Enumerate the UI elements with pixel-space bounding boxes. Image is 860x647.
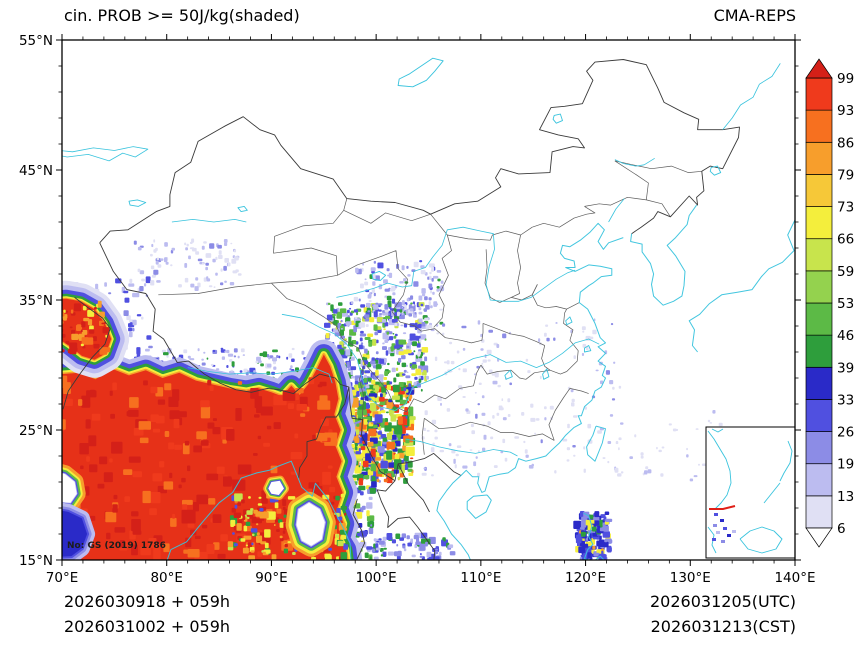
chart-title: cin. PROB >= 50J/kg(shaded)	[64, 6, 300, 25]
colorbar-level-label: 73	[837, 200, 854, 216]
speckle-taklamakan-south	[133, 238, 242, 292]
x-tick-label: 80°E	[150, 570, 182, 586]
x-tick-label: 70°E	[46, 570, 78, 586]
x-tick-label: 100°E	[356, 570, 397, 586]
x-tick-label: 140°E	[774, 570, 815, 586]
colorbar-level-label: 79	[837, 167, 854, 183]
colorbar-level-label: 19	[837, 457, 854, 473]
y-tick-label: 45°N	[19, 163, 53, 179]
footer-init-time-cst: 2026031002 + 059h	[64, 617, 231, 636]
coastlines-rivers-lakes	[62, 57, 795, 560]
colorbar-level-label: 59	[837, 264, 854, 280]
footer-valid-time-utc: 2026031205(UTC)	[650, 592, 796, 611]
colorbar-level-label: 86	[837, 135, 854, 151]
south-china-sea-inset	[705, 426, 795, 559]
x-tick-label: 90°E	[255, 570, 287, 586]
speckle-pamir-blob-texture	[62, 300, 111, 355]
colorbar-under-arrow	[805, 527, 833, 548]
y-tick-label: 25°N	[19, 423, 53, 439]
x-tick-label: 110°E	[460, 570, 501, 586]
colorbar-level-label: 46	[837, 328, 854, 344]
map-license-note: No: GS (2019) 1786	[67, 541, 166, 551]
axes-ticks	[56, 34, 801, 566]
colorbar-level-label: 53	[837, 296, 854, 312]
colorbar-level-label: 33	[837, 392, 854, 408]
speckle-east-tibet	[324, 300, 429, 393]
axes-tick-labels: 70°E 80°E 90°E 100°E 110°E 120°E 130°E 140°E 15°…	[19, 33, 816, 586]
admin-boundaries	[62, 59, 740, 560]
colorbar-level-label: 66	[837, 232, 854, 248]
x-tick-label: 130°E	[670, 570, 711, 586]
colorbar: 6 13 19 26 33 39 46 53 59 66 73 79 86 93 99	[805, 58, 854, 548]
colorbar-level-label: 26	[837, 425, 854, 441]
y-tick-label: 55°N	[19, 33, 53, 49]
colorbar-level-label: 99	[837, 71, 854, 87]
colorbar-level-label: 13	[837, 489, 854, 505]
colorbar-level-label: 93	[837, 103, 854, 119]
x-tick-label: 120°E	[565, 570, 606, 586]
y-tick-label: 35°N	[19, 293, 53, 309]
model-name-label: CMA-REPS	[713, 6, 796, 25]
shaded-probability-field	[62, 238, 723, 560]
footer-valid-time-cst: 2026031213(CST)	[650, 617, 796, 636]
colorbar-level-label: 6	[837, 521, 846, 537]
y-tick-label: 15°N	[19, 553, 53, 569]
colorbar-over-arrow	[805, 58, 833, 79]
map-layers	[62, 40, 795, 560]
footer-init-time-utc: 2026030918 + 059h	[64, 592, 231, 611]
colorbar-level-label: 39	[837, 360, 854, 376]
